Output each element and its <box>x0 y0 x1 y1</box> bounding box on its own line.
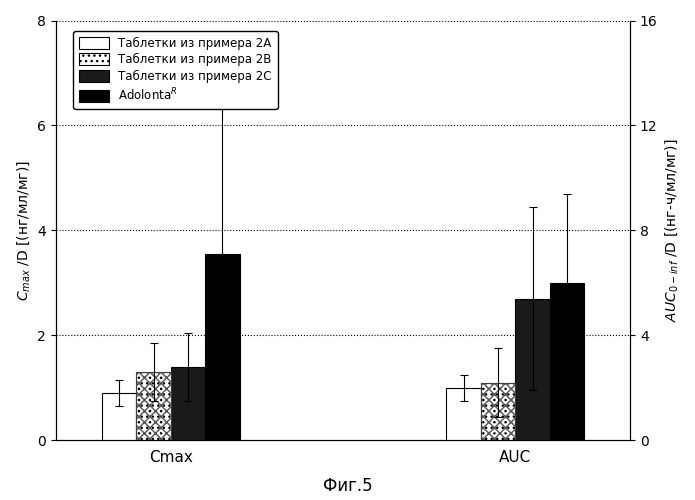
Y-axis label: $C_{max}$ /D [(нг/мл/мг)]: $C_{max}$ /D [(нг/мл/мг)] <box>15 160 32 301</box>
Bar <box>136 372 171 440</box>
Text: Фиг.5: Фиг.5 <box>322 477 373 495</box>
Bar <box>481 382 515 440</box>
Bar <box>102 393 136 440</box>
Legend: Таблетки из примера 2A, Таблетки из примера 2B, Таблетки из примера 2C, Adolonta: Таблетки из примера 2A, Таблетки из прим… <box>74 30 277 109</box>
Bar <box>136 372 171 440</box>
Y-axis label: $AUC_{0-inf}$ /D [(нг-ч/мл/мг)]: $AUC_{0-inf}$ /D [(нг-ч/мл/мг)] <box>663 138 680 322</box>
Bar <box>550 283 584 440</box>
Bar <box>171 367 205 440</box>
Bar <box>446 388 481 440</box>
Bar <box>515 298 550 440</box>
Bar <box>481 382 515 440</box>
Bar <box>205 254 240 440</box>
